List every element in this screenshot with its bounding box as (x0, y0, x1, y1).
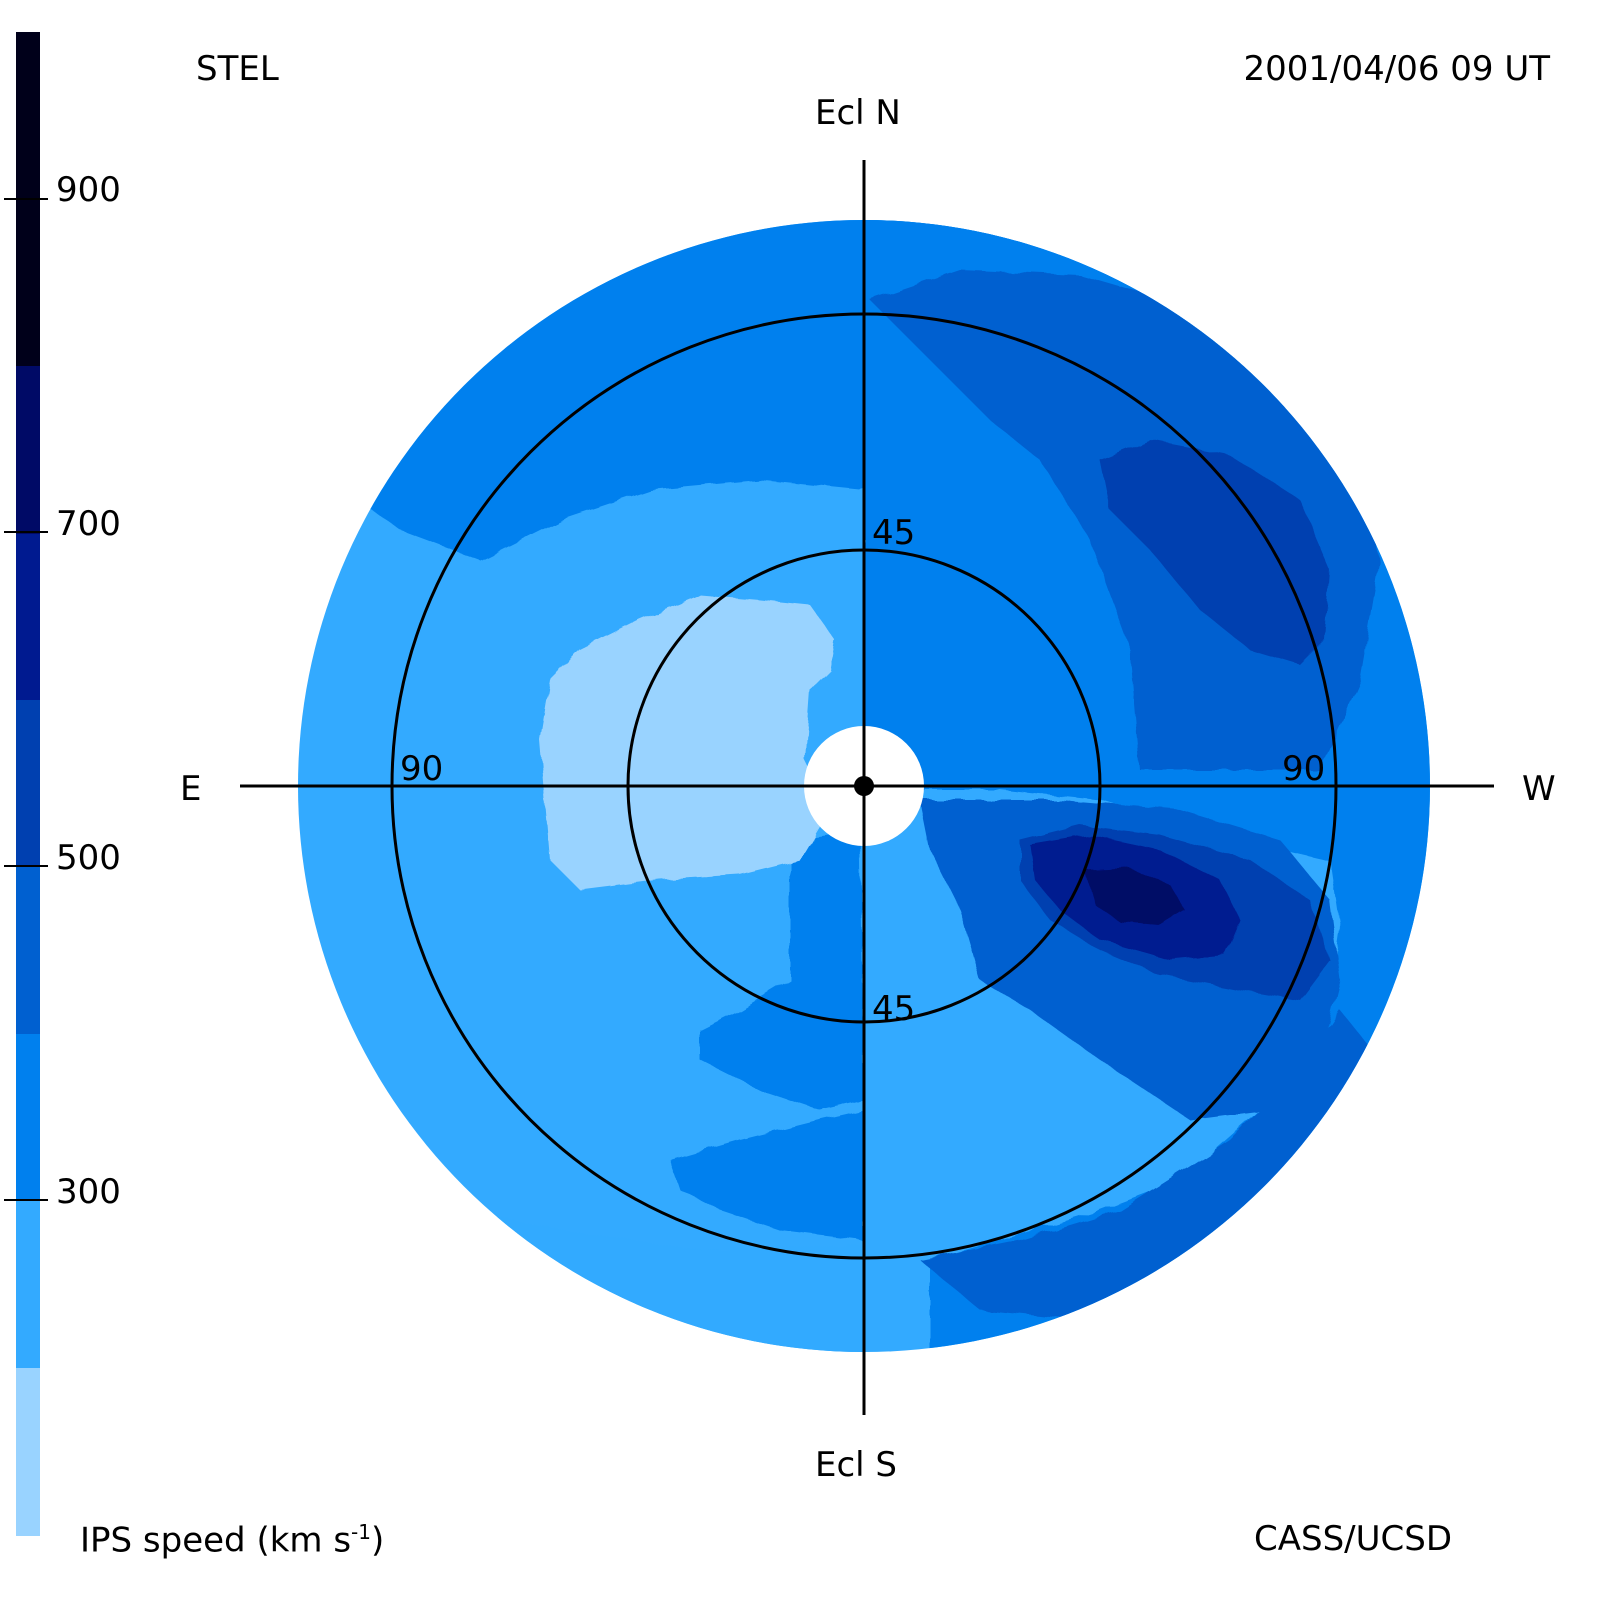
ecliptic-south-label: Ecl S (815, 1445, 898, 1485)
ecliptic-north-label: Ecl N (815, 93, 901, 133)
ring-label-45-top: 45 (872, 513, 916, 553)
east-label: E (180, 769, 202, 809)
ring-label-45-bottom: 45 (872, 989, 916, 1029)
colorbar-tick-label: 900 (56, 170, 121, 210)
colorbar-segment (16, 366, 40, 534)
colorbar-tick (4, 531, 48, 533)
colorbar-segment (16, 1034, 40, 1200)
speed-region (864, 300, 1140, 790)
colorbar-segment (16, 700, 40, 866)
colorbar-tick (4, 198, 48, 200)
ring-label-90-left: 90 (400, 749, 444, 789)
speed-region (1085, 868, 1185, 925)
ring-label-90-right: 90 (1282, 749, 1326, 789)
colorbar-tick-label: 300 (56, 1172, 121, 1212)
credit-label: CASS/UCSD (1254, 1519, 1453, 1559)
colorbar-title: IPS speed (km s-1) (80, 1522, 384, 1557)
colorbar-tick (4, 1199, 48, 1201)
colorbar-title-close: ) (371, 1520, 385, 1561)
colorbar-tick-label: 700 (56, 504, 121, 544)
sun-center-marker (854, 776, 874, 796)
colorbar-title-exponent: -1 (351, 1520, 371, 1544)
colorbar-tick-label: 500 (56, 838, 121, 878)
west-label: W (1522, 769, 1556, 809)
speed-region (670, 1110, 864, 1240)
speed-region (540, 595, 835, 890)
colorbar-segment (16, 534, 40, 700)
colorbar-tick (4, 865, 48, 867)
colorbar-title-main: IPS speed (km s (80, 1520, 352, 1561)
observatory-label: STEL (196, 49, 279, 89)
timestamp-label: 2001/04/06 09 UT (1243, 49, 1551, 89)
speed-region (920, 1010, 1380, 1320)
colorbar-segment (16, 866, 40, 1034)
speed-region (1100, 440, 1330, 665)
speed-region (700, 830, 864, 1110)
colorbar-segment (16, 1200, 40, 1368)
colorbar-segment (16, 1368, 40, 1536)
